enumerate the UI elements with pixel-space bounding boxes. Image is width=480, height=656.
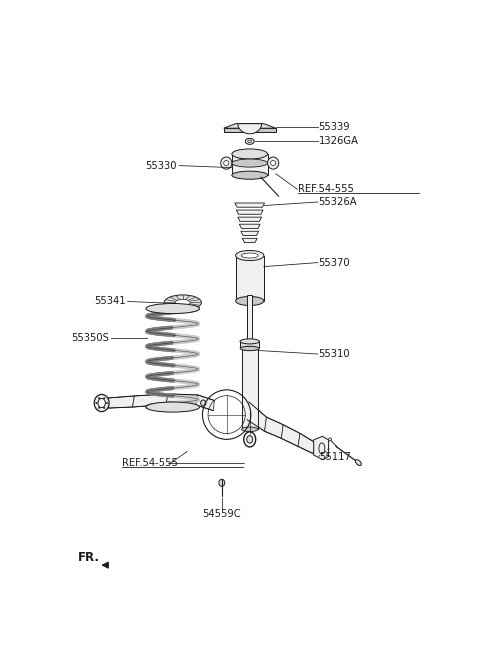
Polygon shape [166, 394, 198, 405]
Ellipse shape [232, 159, 267, 167]
Text: 54559C: 54559C [203, 509, 241, 519]
Polygon shape [238, 124, 262, 134]
Ellipse shape [146, 304, 200, 314]
Text: REF.54-555: REF.54-555 [298, 184, 354, 194]
Polygon shape [242, 238, 257, 243]
Polygon shape [132, 394, 168, 407]
Polygon shape [196, 395, 215, 411]
Text: 55117: 55117 [319, 451, 351, 462]
Ellipse shape [240, 339, 259, 344]
Ellipse shape [98, 398, 106, 407]
Ellipse shape [98, 398, 100, 399]
Ellipse shape [271, 161, 276, 165]
Ellipse shape [221, 157, 232, 169]
Ellipse shape [104, 407, 105, 409]
Ellipse shape [175, 299, 190, 306]
Text: 55350S: 55350S [71, 333, 109, 343]
Text: 1326GA: 1326GA [319, 136, 359, 146]
Text: 55341: 55341 [95, 297, 126, 306]
Ellipse shape [240, 346, 259, 350]
Ellipse shape [247, 436, 252, 443]
Text: REF.54-555: REF.54-555 [122, 458, 179, 468]
Polygon shape [247, 402, 266, 431]
Ellipse shape [236, 251, 264, 260]
Ellipse shape [146, 402, 200, 412]
Ellipse shape [219, 480, 225, 486]
Polygon shape [108, 396, 134, 408]
Text: 55310: 55310 [319, 349, 350, 359]
Polygon shape [241, 232, 259, 236]
Ellipse shape [232, 149, 267, 159]
Text: 55326A: 55326A [319, 197, 357, 207]
Polygon shape [298, 434, 315, 453]
Ellipse shape [267, 157, 279, 169]
Text: 55370: 55370 [319, 258, 350, 268]
Ellipse shape [355, 460, 361, 466]
Ellipse shape [241, 427, 258, 432]
Bar [248, 295, 252, 341]
Polygon shape [314, 436, 329, 460]
Polygon shape [224, 124, 276, 128]
Ellipse shape [96, 402, 97, 403]
Text: 55339: 55339 [319, 122, 350, 132]
Bar [224, 128, 276, 132]
Ellipse shape [201, 400, 206, 406]
Ellipse shape [232, 171, 267, 179]
Polygon shape [281, 424, 300, 447]
Bar [240, 341, 259, 348]
Ellipse shape [224, 161, 229, 165]
Polygon shape [240, 224, 260, 228]
Ellipse shape [104, 398, 105, 399]
Ellipse shape [245, 138, 254, 144]
Ellipse shape [106, 402, 108, 403]
Ellipse shape [248, 140, 252, 142]
Polygon shape [235, 203, 264, 207]
Text: 55330: 55330 [146, 161, 177, 171]
Ellipse shape [94, 394, 109, 411]
Ellipse shape [236, 297, 264, 306]
Bar [236, 255, 264, 301]
Ellipse shape [241, 346, 258, 351]
Bar [241, 348, 258, 429]
Ellipse shape [98, 407, 100, 409]
Polygon shape [238, 217, 262, 221]
Polygon shape [264, 417, 283, 438]
Ellipse shape [164, 295, 202, 310]
Polygon shape [236, 210, 263, 215]
Ellipse shape [329, 438, 332, 441]
Text: FR.: FR. [78, 551, 100, 564]
Bar [232, 154, 267, 175]
Ellipse shape [241, 253, 258, 258]
